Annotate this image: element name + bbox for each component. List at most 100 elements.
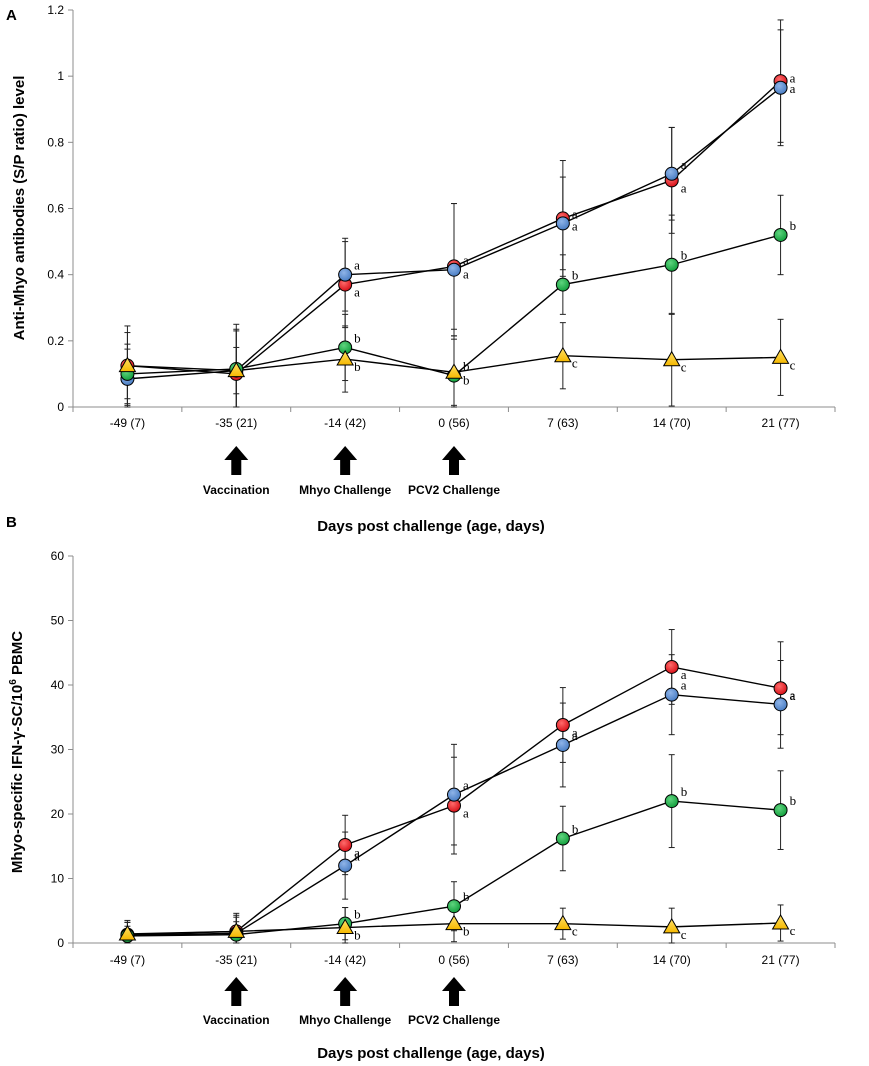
y-tick-label: 10 — [51, 872, 65, 886]
y-tick-label: 30 — [51, 743, 65, 757]
significance-label: a — [354, 845, 360, 860]
significance-label: b — [790, 218, 797, 233]
y-axis-title-a: Anti-Mhyo antibodies (S/P ratio) level — [11, 76, 28, 341]
data-point-yellow — [118, 924, 137, 941]
event-label: Mhyo Challenge — [299, 1013, 391, 1027]
significance-label: c — [681, 927, 687, 942]
event-label: PCV2 Challenge — [408, 1013, 500, 1027]
y-tick-label: 50 — [51, 614, 65, 628]
data-point-yellow — [445, 914, 463, 931]
data-point-yellow — [336, 350, 355, 366]
event-arrow-icon — [442, 977, 466, 1006]
y-tick-label: 0.2 — [47, 334, 64, 348]
x-tick-label: 21 (77) — [762, 416, 800, 430]
y-tick-label: 1.2 — [47, 3, 64, 17]
chart-panel-b: B Mhyo-specific IFN-γ-SC/106 PBMC Days p… — [6, 514, 836, 1062]
y-axis-title-b-suffix: PBMC — [9, 631, 26, 680]
panel-label-a: A — [6, 7, 17, 24]
data-point-blue — [773, 697, 788, 712]
significance-label: b — [463, 359, 470, 374]
event-arrow-icon — [224, 977, 249, 1006]
significance-label: b — [354, 907, 361, 922]
y-tick-label: 0 — [57, 400, 64, 414]
x-tick-label: 7 (63) — [547, 953, 578, 967]
event-label: Mhyo Challenge — [299, 483, 391, 497]
data-point-yellow — [445, 363, 463, 379]
significance-label: b — [681, 784, 688, 799]
x-tick-label: 14 (70) — [653, 416, 691, 430]
data-point-red — [338, 837, 353, 852]
data-point-yellow — [553, 346, 572, 363]
x-axis-title-a: Days post challenge (age, days) — [317, 518, 545, 535]
data-point-yellow — [553, 914, 572, 931]
significance-label: a — [681, 667, 687, 682]
data-point-green — [447, 899, 461, 914]
data-point-yellow — [118, 356, 137, 373]
significance-label: b — [463, 889, 470, 904]
x-tick-label: -35 (21) — [215, 953, 257, 967]
significance-label: a — [463, 806, 469, 821]
x-tick-label: 21 (77) — [762, 953, 800, 967]
significance-label: a — [463, 253, 469, 268]
significance-label: b — [463, 924, 470, 939]
data-point-yellow — [662, 917, 681, 934]
significance-label: a — [463, 266, 469, 281]
significance-label: a — [354, 285, 360, 300]
data-point-green — [773, 803, 788, 818]
significance-label: b — [354, 330, 361, 345]
data-point-yellow — [227, 361, 246, 378]
data-point-blue — [338, 858, 353, 873]
data-point-yellow — [771, 348, 790, 364]
significance-label: a — [681, 180, 687, 195]
significance-label: c — [790, 923, 796, 938]
significance-label: b — [354, 359, 361, 374]
significance-label: b — [681, 248, 688, 263]
data-point-blue — [555, 737, 570, 752]
event-arrow-icon — [224, 446, 249, 475]
significance-label: a — [354, 849, 360, 864]
data-point-yellow — [662, 350, 681, 367]
event-arrow-icon — [333, 446, 358, 475]
y-tick-label: 1 — [57, 69, 64, 83]
panel-label-b: B — [6, 514, 17, 531]
event-arrow-icon — [333, 977, 358, 1006]
data-point-blue — [447, 262, 461, 277]
data-point-blue — [664, 166, 679, 181]
data-point-red — [664, 659, 679, 674]
data-point-blue — [447, 787, 461, 802]
x-tick-label: -14 (42) — [324, 416, 366, 430]
data-point-red — [773, 681, 788, 696]
significance-label: b — [790, 793, 797, 808]
significance-label: a — [354, 258, 360, 273]
chart-panel-a: A Anti-Mhyo antibodies (S/P ratio) level… — [6, 3, 836, 535]
x-tick-label: -35 (21) — [215, 416, 257, 430]
x-tick-label: 7 (63) — [547, 416, 578, 430]
significance-label: b — [463, 372, 470, 387]
event-label: Vaccination — [203, 483, 270, 497]
data-point-yellow — [771, 913, 790, 930]
data-point-green — [664, 257, 679, 272]
significance-label: a — [572, 725, 578, 740]
x-tick-label: 0 (56) — [438, 416, 469, 430]
event-arrow-icon — [442, 446, 466, 475]
y-tick-label: 0.8 — [47, 135, 64, 149]
data-point-blue — [664, 687, 679, 702]
y-tick-label: 0 — [57, 936, 64, 950]
y-axis-title-b-prefix: Mhyo-specific IFN-γ-SC/10 — [9, 685, 26, 873]
y-tick-label: 0.6 — [47, 202, 64, 216]
significance-label: b — [572, 822, 579, 837]
y-axis-title-b: Mhyo-specific IFN-γ-SC/106 PBMC — [8, 631, 26, 873]
significance-label: c — [681, 360, 687, 375]
y-tick-label: 40 — [51, 678, 65, 692]
significance-label: a — [790, 81, 796, 96]
significance-label: a — [790, 688, 796, 703]
data-point-green — [664, 794, 679, 809]
significance-label: c — [572, 356, 578, 371]
y-tick-label: 0.4 — [47, 268, 64, 282]
significance-label: b — [354, 928, 361, 943]
significance-label: c — [790, 357, 796, 372]
significance-label: a — [572, 728, 578, 743]
significance-label: a — [790, 71, 796, 86]
significance-label: b — [572, 268, 579, 283]
